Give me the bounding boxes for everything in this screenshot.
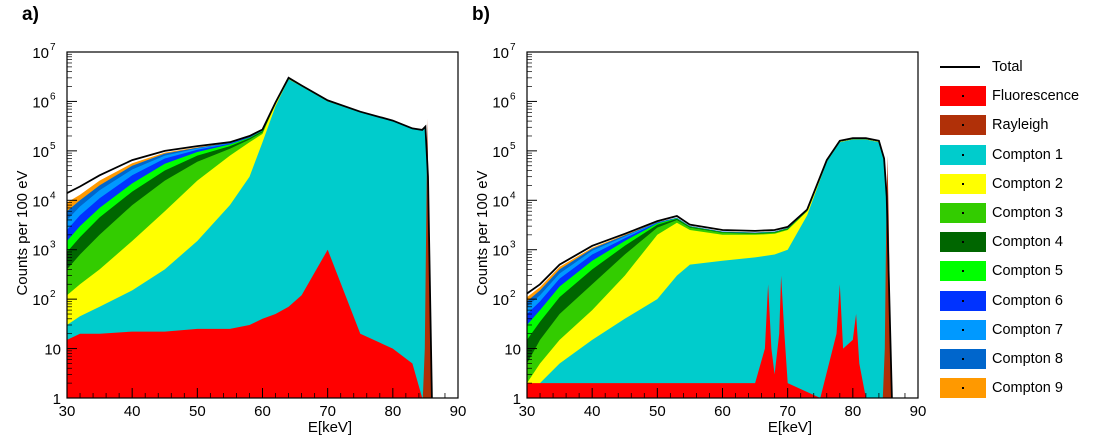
legend-label: Compton 8 (992, 351, 1063, 367)
legend-swatch (940, 86, 986, 107)
legend-swatch (940, 290, 986, 311)
y-tick-label: 10 (32, 243, 49, 260)
y-tick-label: 10 (32, 193, 49, 210)
y-tick-exponent: 2 (510, 289, 516, 300)
y-tick-exponent: 5 (50, 141, 56, 152)
legend-label: Rayleigh (992, 117, 1049, 134)
x-tick-label: 30 (59, 403, 76, 420)
y-tick-label: 10 (32, 94, 49, 111)
y-tick-label: 10 (492, 292, 509, 309)
y-tick-label: 1 (513, 391, 521, 408)
y-tick-label: 10 (504, 342, 521, 359)
x-tick-label: 90 (450, 403, 467, 420)
x-tick-label: 30 (519, 403, 536, 420)
x-tick-label: 60 (714, 403, 731, 420)
legend-item-compton-4: Compton 4 (940, 231, 1063, 253)
y-tick-exponent: 3 (510, 240, 516, 251)
x-tick-label: 90 (910, 403, 927, 420)
legend-swatch (940, 173, 986, 194)
legend-item-compton-3: Compton 3 (940, 202, 1063, 224)
legend-item-compton-1: Compton 1 (940, 144, 1063, 166)
y-tick-label: 10 (32, 144, 49, 161)
legend-line-swatch (940, 66, 980, 68)
y-tick-exponent: 5 (510, 141, 516, 152)
area-compton-1 (527, 139, 892, 398)
y-tick-exponent: 2 (50, 289, 56, 300)
legend-swatch (940, 319, 986, 340)
y-tick-label: 10 (44, 342, 61, 359)
legend-swatch (940, 232, 986, 253)
y-tick-label: 10 (492, 94, 509, 111)
legend-item-compton-8: Compton 8 (940, 348, 1063, 370)
legend-label: Compton 1 (992, 146, 1063, 163)
legend-label: Fluorescence (992, 88, 1080, 105)
y-tick-exponent: 4 (50, 190, 56, 201)
x-tick-label: 80 (384, 403, 401, 420)
legend-swatch (940, 378, 986, 399)
y-tick-label: 10 (492, 243, 509, 260)
area-fluorescence (527, 275, 866, 398)
y-tick-exponent: 6 (510, 91, 516, 102)
y-tick-label: 10 (32, 292, 49, 309)
y-tick-exponent: 7 (50, 42, 56, 53)
legend-item-compton-5: Compton 5 (940, 260, 1063, 282)
legend-item-compton-7: Compton 7 (940, 319, 1063, 341)
area-rayleigh (422, 118, 432, 398)
legend-label: Compton 7 (992, 321, 1063, 338)
area-fluorescence (67, 249, 432, 398)
y-tick-exponent: 7 (510, 42, 516, 53)
x-tick-label: 40 (124, 403, 141, 420)
y-tick-exponent: 4 (510, 190, 516, 201)
y-tick-label: 10 (32, 45, 49, 62)
legend-label: Compton 5 (992, 263, 1063, 280)
legend-label: Compton 3 (992, 205, 1063, 221)
x-axis-label: E[keV] (308, 419, 352, 436)
line-total (527, 137, 893, 398)
legend-item-compton-2: Compton 2 (940, 173, 1063, 195)
y-tick-exponent: 6 (50, 91, 56, 102)
panel-b-label: b) (472, 4, 490, 25)
legend-swatch (940, 203, 986, 223)
line-total (67, 76, 433, 398)
panel-a-label: a) (22, 4, 39, 25)
y-axis-label: Counts per 100 eV (14, 170, 31, 295)
x-tick-label: 50 (189, 403, 206, 420)
legend-label: Compton 2 (992, 175, 1063, 192)
x-tick-label: 80 (844, 403, 861, 420)
legend-label: Compton 9 (992, 380, 1063, 397)
y-tick-label: 10 (492, 144, 509, 161)
y-tick-label: 10 (492, 193, 509, 210)
y-tick-label: 1 (53, 391, 61, 408)
legend-label: Total (992, 59, 1023, 75)
legend-item-fluorescence: Fluorescence (940, 85, 1079, 107)
legend-swatch (940, 261, 986, 282)
legend-label: Compton 4 (992, 234, 1063, 251)
x-tick-label: 70 (779, 403, 796, 420)
legend-item-compton-9: Compton 9 (940, 377, 1063, 399)
y-axis-label: Counts per 100 eV (474, 170, 491, 295)
x-tick-label: 40 (584, 403, 601, 420)
legend-item-rayleigh: Rayleigh (940, 114, 1048, 136)
y-tick-label: 10 (492, 45, 509, 62)
x-tick-label: 60 (254, 403, 271, 420)
x-axis-label: E[keV] (768, 419, 812, 436)
x-tick-label: 70 (319, 403, 336, 420)
legend-swatch (940, 349, 986, 369)
legend-swatch (940, 144, 986, 165)
legend-item-total: Total (940, 56, 1023, 78)
legend-swatch (940, 115, 986, 136)
y-tick-exponent: 3 (50, 240, 56, 251)
x-tick-label: 50 (649, 403, 666, 420)
legend-item-compton-6: Compton 6 (940, 290, 1063, 312)
legend-label: Compton 6 (992, 292, 1063, 309)
